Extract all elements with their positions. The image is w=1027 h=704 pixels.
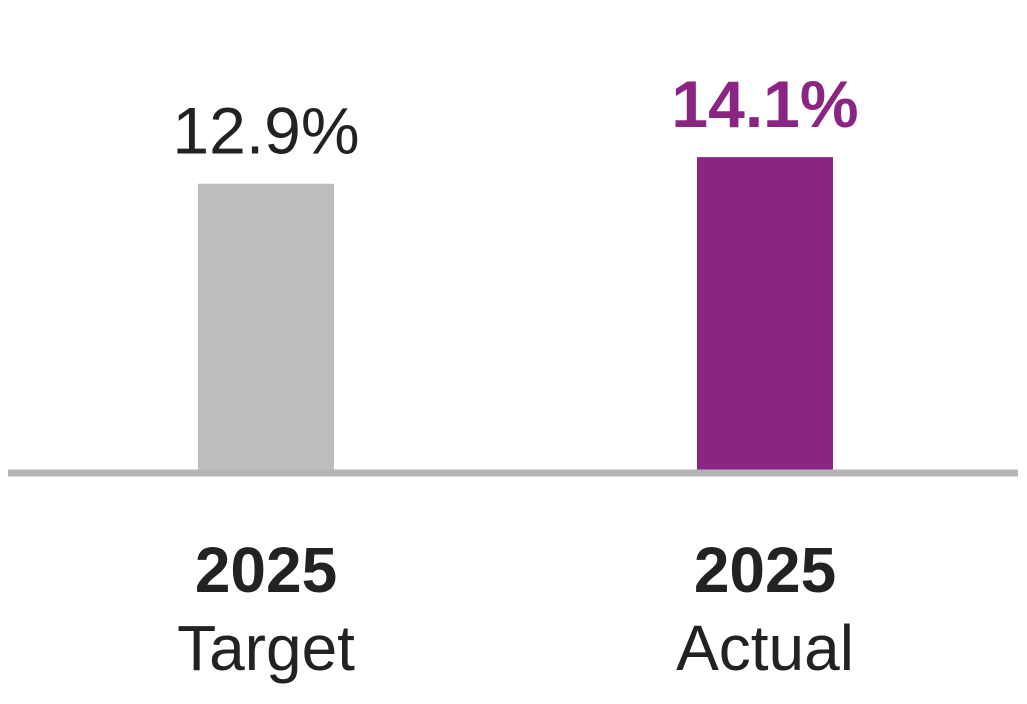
tick-year-actual: 2025 bbox=[694, 534, 836, 606]
value-label-target: 12.9% bbox=[172, 94, 359, 168]
bars-layer bbox=[198, 157, 833, 471]
value-label-actual: 14.1% bbox=[671, 67, 858, 141]
tick-label-actual: Actual bbox=[676, 612, 854, 684]
tick-label-target: Target bbox=[177, 612, 355, 684]
tick-year-target: 2025 bbox=[195, 534, 337, 606]
bar-actual bbox=[697, 157, 833, 470]
bar-target bbox=[198, 183, 334, 471]
